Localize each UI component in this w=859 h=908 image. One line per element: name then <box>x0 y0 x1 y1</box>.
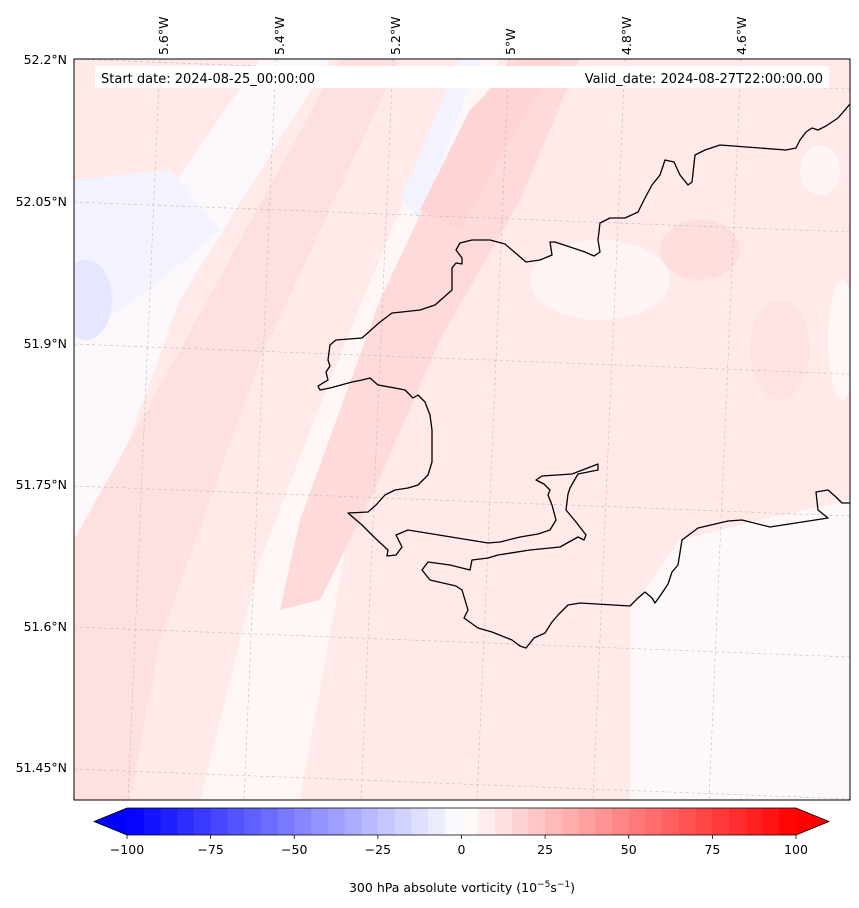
vorticity-blue-blob <box>74 260 112 340</box>
colorbar-cell <box>494 808 513 835</box>
gridline-lon-1 <box>243 59 277 800</box>
gridline-lon-2 <box>360 59 394 800</box>
colorbar-extend-max <box>796 808 829 835</box>
lat-label-51-45n: 51.45°N <box>16 760 67 775</box>
colorbar-cell <box>277 808 295 835</box>
colorbar-cell <box>461 808 479 835</box>
colorbar-cell <box>628 808 646 835</box>
colorbar-cell <box>729 808 747 835</box>
coastline-main <box>317 103 850 649</box>
colorbar-cell <box>595 808 613 835</box>
colorbar-tick-label: −100 <box>110 842 144 857</box>
colorbar-cell <box>545 808 563 835</box>
vorticity-band-blue-mid <box>400 59 480 220</box>
vorticity-field <box>74 59 850 800</box>
lon-label-5-2w: 5.2°W <box>388 17 403 56</box>
lon-label-5-4w: 5.4°W <box>272 17 287 56</box>
colorbar-tick-label: 0 <box>458 842 466 857</box>
colorbar-tick-label: 75 <box>704 842 720 857</box>
colorbar-cell <box>160 808 178 835</box>
gridline-lon-4 <box>592 59 626 800</box>
colorbar-ticks: −100 −75 −50 −25 0 25 50 75 100 <box>110 835 808 857</box>
colorbar-cell <box>344 808 362 835</box>
gridline-lon-5 <box>708 59 742 800</box>
colorbar-cell <box>561 808 579 835</box>
colorbar-cell <box>762 808 780 835</box>
colorbar-cell <box>244 808 262 835</box>
vorticity-white-right-top <box>800 145 840 195</box>
colorbar-cell <box>361 808 379 835</box>
latitude-labels: 52.2°N 52.05°N 51.9°N 51.75°N 51.6°N 51.… <box>16 52 67 775</box>
colorbar-cell <box>143 808 161 835</box>
colorbar-cell <box>511 808 529 835</box>
colorbar-cell <box>745 808 763 835</box>
coastline <box>317 103 850 649</box>
colorbar-cell <box>260 808 278 835</box>
longitude-labels: 5.6°W 5.4°W 5.2°W 5°W 4.8°W 4.6°W <box>156 17 749 56</box>
vorticity-band-white-left <box>74 59 330 600</box>
vorticity-band-pink-mid <box>280 59 580 610</box>
colorbar-tick-label: 100 <box>784 842 808 857</box>
colorbar-cell <box>678 808 697 835</box>
colorbar-cell <box>327 808 345 835</box>
gridlines <box>74 59 850 800</box>
colorbar-cell <box>193 808 212 835</box>
colorbar-cell <box>377 808 395 835</box>
lon-label-4-6w: 4.6°W <box>734 17 749 56</box>
colorbar-cell <box>210 808 228 835</box>
vorticity-white-far-right <box>828 280 850 400</box>
colorbar-cells <box>127 808 797 835</box>
colorbar-extend-min <box>94 808 127 835</box>
colorbar: −100 −75 −50 −25 0 25 50 75 100 300 hPa absolute… <box>92 807 831 895</box>
colorbar-tick-label: 25 <box>537 842 553 857</box>
lat-label-52-05n: 52.05°N <box>16 194 67 209</box>
lon-label-5-6w: 5.6°W <box>156 17 171 56</box>
colorbar-tick-label: −50 <box>281 842 307 857</box>
colorbar-cell <box>394 808 412 835</box>
colorbar-label: 300 hPa absolute vorticity (10−5s−1) <box>349 880 575 895</box>
map-panel <box>74 59 850 800</box>
lon-label-5w: 5°W <box>503 28 518 55</box>
lat-label-52-2n: 52.2°N <box>24 52 67 67</box>
gridline-lon-0 <box>127 59 161 800</box>
colorbar-cell <box>528 808 546 835</box>
colorbar-cell <box>444 808 462 835</box>
colorbar-cell <box>478 808 496 835</box>
lat-label-51-6n: 51.6°N <box>24 619 67 634</box>
map-frame <box>73 58 851 801</box>
colorbar-cell <box>779 808 797 835</box>
colorbar-tick-label: −75 <box>197 842 223 857</box>
vorticity-pink-right-2 <box>750 300 810 400</box>
colorbar-cell <box>411 808 429 835</box>
colorbar-cell <box>428 808 446 835</box>
colorbar-tick-label: −25 <box>365 842 391 857</box>
lat-label-51-75n: 51.75°N <box>16 477 67 492</box>
start-date-label: Start date: 2024-08-25_00:00:00 <box>101 72 315 87</box>
colorbar-cell <box>612 808 630 835</box>
colorbar-cell <box>310 808 329 835</box>
vorticity-white-right-lower <box>630 500 850 800</box>
gridline-lon-3 <box>476 59 510 800</box>
vorticity-band-pink-core <box>420 59 560 230</box>
colorbar-cell <box>695 808 713 835</box>
colorbar-cell <box>294 808 312 835</box>
vorticity-band-pink-left <box>74 59 400 800</box>
date-annotation-box <box>95 66 829 88</box>
lon-label-4-8w: 4.8°W <box>619 17 634 56</box>
vorticity-white-right-mid <box>530 240 670 320</box>
colorbar-cell <box>662 808 680 835</box>
colorbar-tick-label: 50 <box>621 842 637 857</box>
colorbar-cell <box>645 808 663 835</box>
colorbar-cell <box>227 808 245 835</box>
colorbar-cell <box>712 808 730 835</box>
colorbar-cell <box>127 808 145 835</box>
colorbar-cell <box>578 808 596 835</box>
lat-label-51-9n: 51.9°N <box>24 336 67 351</box>
valid-date-label: Valid_date: 2024-08-27T22:00:00.00 <box>585 72 823 87</box>
vorticity-pink-right-1 <box>660 220 740 280</box>
colorbar-cell <box>177 808 195 835</box>
